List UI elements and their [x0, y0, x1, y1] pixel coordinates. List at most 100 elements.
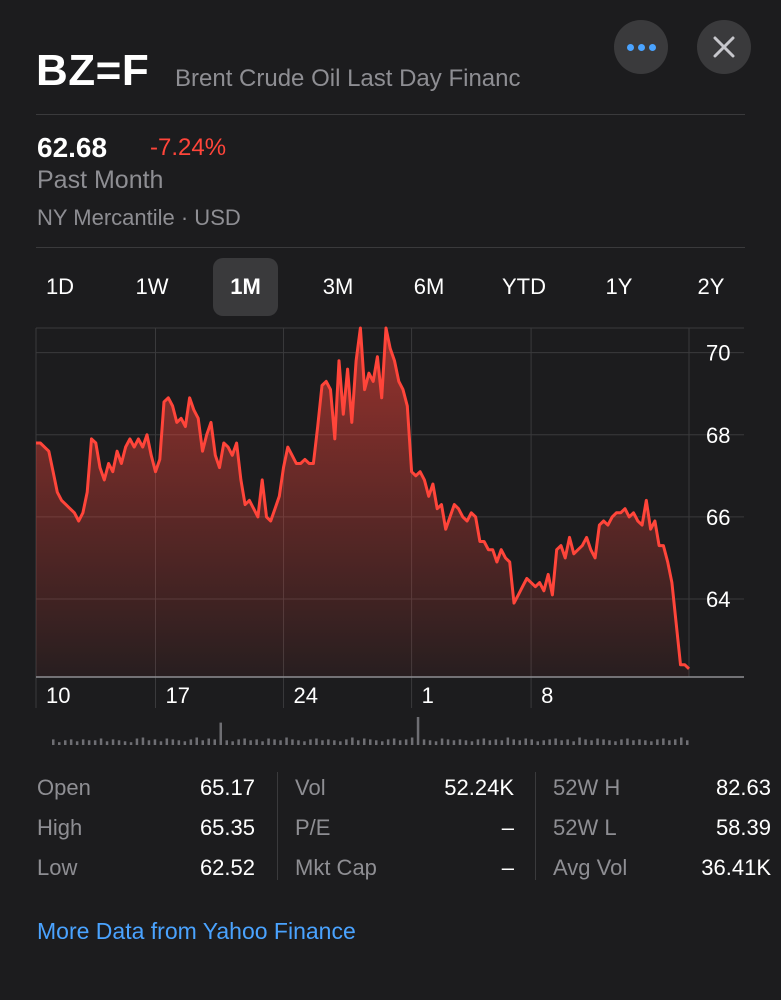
- volume-bar: [620, 739, 623, 745]
- volume-bar: [548, 739, 551, 745]
- volume-bar: [177, 740, 181, 745]
- volume-bar: [147, 740, 151, 745]
- price-chart[interactable]: 70 68 66 64 10 17 24 1 8: [0, 320, 781, 760]
- volume-bar: [488, 740, 492, 745]
- y-tick-label: 64: [706, 587, 730, 612]
- range-selector: 1D 1W 1M 3M 6M YTD 1Y 2Y: [0, 258, 781, 316]
- ticker-name: Brent Crude Oil Last Day Financ: [175, 65, 521, 92]
- volume-bar: [638, 739, 641, 745]
- volume-bar: [560, 740, 563, 745]
- volume-bar: [674, 739, 677, 745]
- volume-bar: [189, 739, 193, 745]
- volume-bar: [500, 740, 504, 745]
- stat-value: 82.63: [715, 775, 771, 800]
- close-icon: [713, 36, 735, 58]
- volume-bar: [458, 739, 462, 745]
- stat-label: Avg Vol: [553, 855, 628, 880]
- volume-bar: [428, 740, 432, 745]
- volume-bar: [327, 739, 330, 745]
- range-tab-1d[interactable]: 1D: [45, 274, 75, 299]
- volume-bar: [596, 738, 599, 745]
- stat-label: Open: [37, 775, 91, 800]
- stat-label: Vol: [295, 775, 326, 800]
- volume-bar: [464, 740, 468, 745]
- volume-bar: [572, 741, 575, 745]
- volume-bar: [219, 722, 222, 745]
- stat-label: 52W L: [553, 815, 617, 840]
- volume-bar: [159, 741, 163, 745]
- period-label: Past Month: [37, 166, 164, 194]
- volume-bar: [303, 741, 306, 745]
- exchange-currency: NY Mercantile · USD: [37, 205, 241, 230]
- volume-bar: [626, 738, 629, 745]
- volume-bar: [375, 740, 378, 745]
- stat-value: 65.17: [199, 775, 255, 800]
- price-line: [36, 326, 691, 670]
- close-button[interactable]: [697, 20, 751, 74]
- stat-pe: P/E –: [295, 815, 514, 845]
- volume-bar: [422, 739, 426, 745]
- volume-bar: [153, 739, 157, 745]
- stat-avg-vol: Avg Vol 36.41K: [553, 855, 771, 885]
- volume-bar: [416, 717, 420, 745]
- range-tab-1w[interactable]: 1W: [135, 274, 169, 299]
- volume-bar: [494, 739, 498, 745]
- volume-bar: [315, 738, 318, 745]
- stat-label: 52W H: [553, 775, 621, 800]
- stats-divider: [535, 772, 536, 880]
- volume-bar: [662, 738, 665, 745]
- stat-low: Low 62.52: [37, 855, 255, 885]
- volume-bar: [58, 742, 61, 745]
- volume-bar: [345, 739, 348, 745]
- volume-bar: [357, 740, 360, 745]
- header-divider: [36, 114, 745, 115]
- volume-bar: [183, 741, 187, 745]
- volume-bar: [518, 740, 521, 745]
- volume-bar: [64, 740, 67, 745]
- volume-bar: [590, 740, 593, 745]
- range-tab-6m[interactable]: 6M: [413, 274, 445, 299]
- volume-bar: [105, 741, 109, 745]
- range-tab-1m[interactable]: 1M: [213, 258, 278, 316]
- volume-bar: [482, 738, 486, 745]
- stat-value: 62.52: [199, 855, 255, 880]
- stat-value: 58.39: [715, 815, 771, 840]
- more-button[interactable]: [614, 20, 668, 74]
- volume-bar: [309, 739, 312, 745]
- range-tab-2y[interactable]: 2Y: [697, 274, 725, 299]
- volume-bar: [686, 740, 689, 745]
- volume-bar: [578, 737, 581, 745]
- volume-bar: [93, 740, 97, 745]
- range-tab-3m[interactable]: 3M: [322, 274, 354, 299]
- volume-bar: [506, 737, 510, 745]
- volume-bar: [404, 739, 408, 745]
- volume-bar: [249, 740, 252, 745]
- volume-bar: [386, 739, 390, 745]
- volume-bar: [201, 740, 204, 745]
- x-tick-label: 24: [294, 683, 318, 708]
- volume-bar: [207, 738, 210, 745]
- volume-bar: [117, 740, 121, 745]
- volume-bar: [608, 740, 611, 745]
- stat-value: –: [501, 855, 514, 880]
- stats-divider: [277, 772, 278, 880]
- volume-bar: [297, 740, 300, 745]
- range-tab-ytd[interactable]: YTD: [502, 274, 546, 299]
- volume-bar: [99, 738, 103, 745]
- volume-bar: [512, 739, 515, 745]
- volume-bar: [410, 737, 414, 745]
- yahoo-finance-link[interactable]: More Data from Yahoo Finance: [37, 918, 356, 944]
- volume-bar: [614, 741, 617, 745]
- stat-value: 36.41K: [701, 855, 771, 880]
- volume-bar: [584, 739, 587, 745]
- volume-bar: [392, 738, 396, 745]
- volume-bar: [650, 741, 653, 745]
- volume-bar: [680, 737, 683, 745]
- volume-bar: [542, 740, 545, 745]
- volume-bar: [668, 740, 671, 745]
- x-tick-label: 1: [422, 683, 434, 708]
- stat-value: 65.35: [199, 815, 255, 840]
- volume-bar: [476, 739, 480, 745]
- y-tick-label: 70: [706, 341, 730, 366]
- range-tab-1y[interactable]: 1Y: [605, 274, 633, 299]
